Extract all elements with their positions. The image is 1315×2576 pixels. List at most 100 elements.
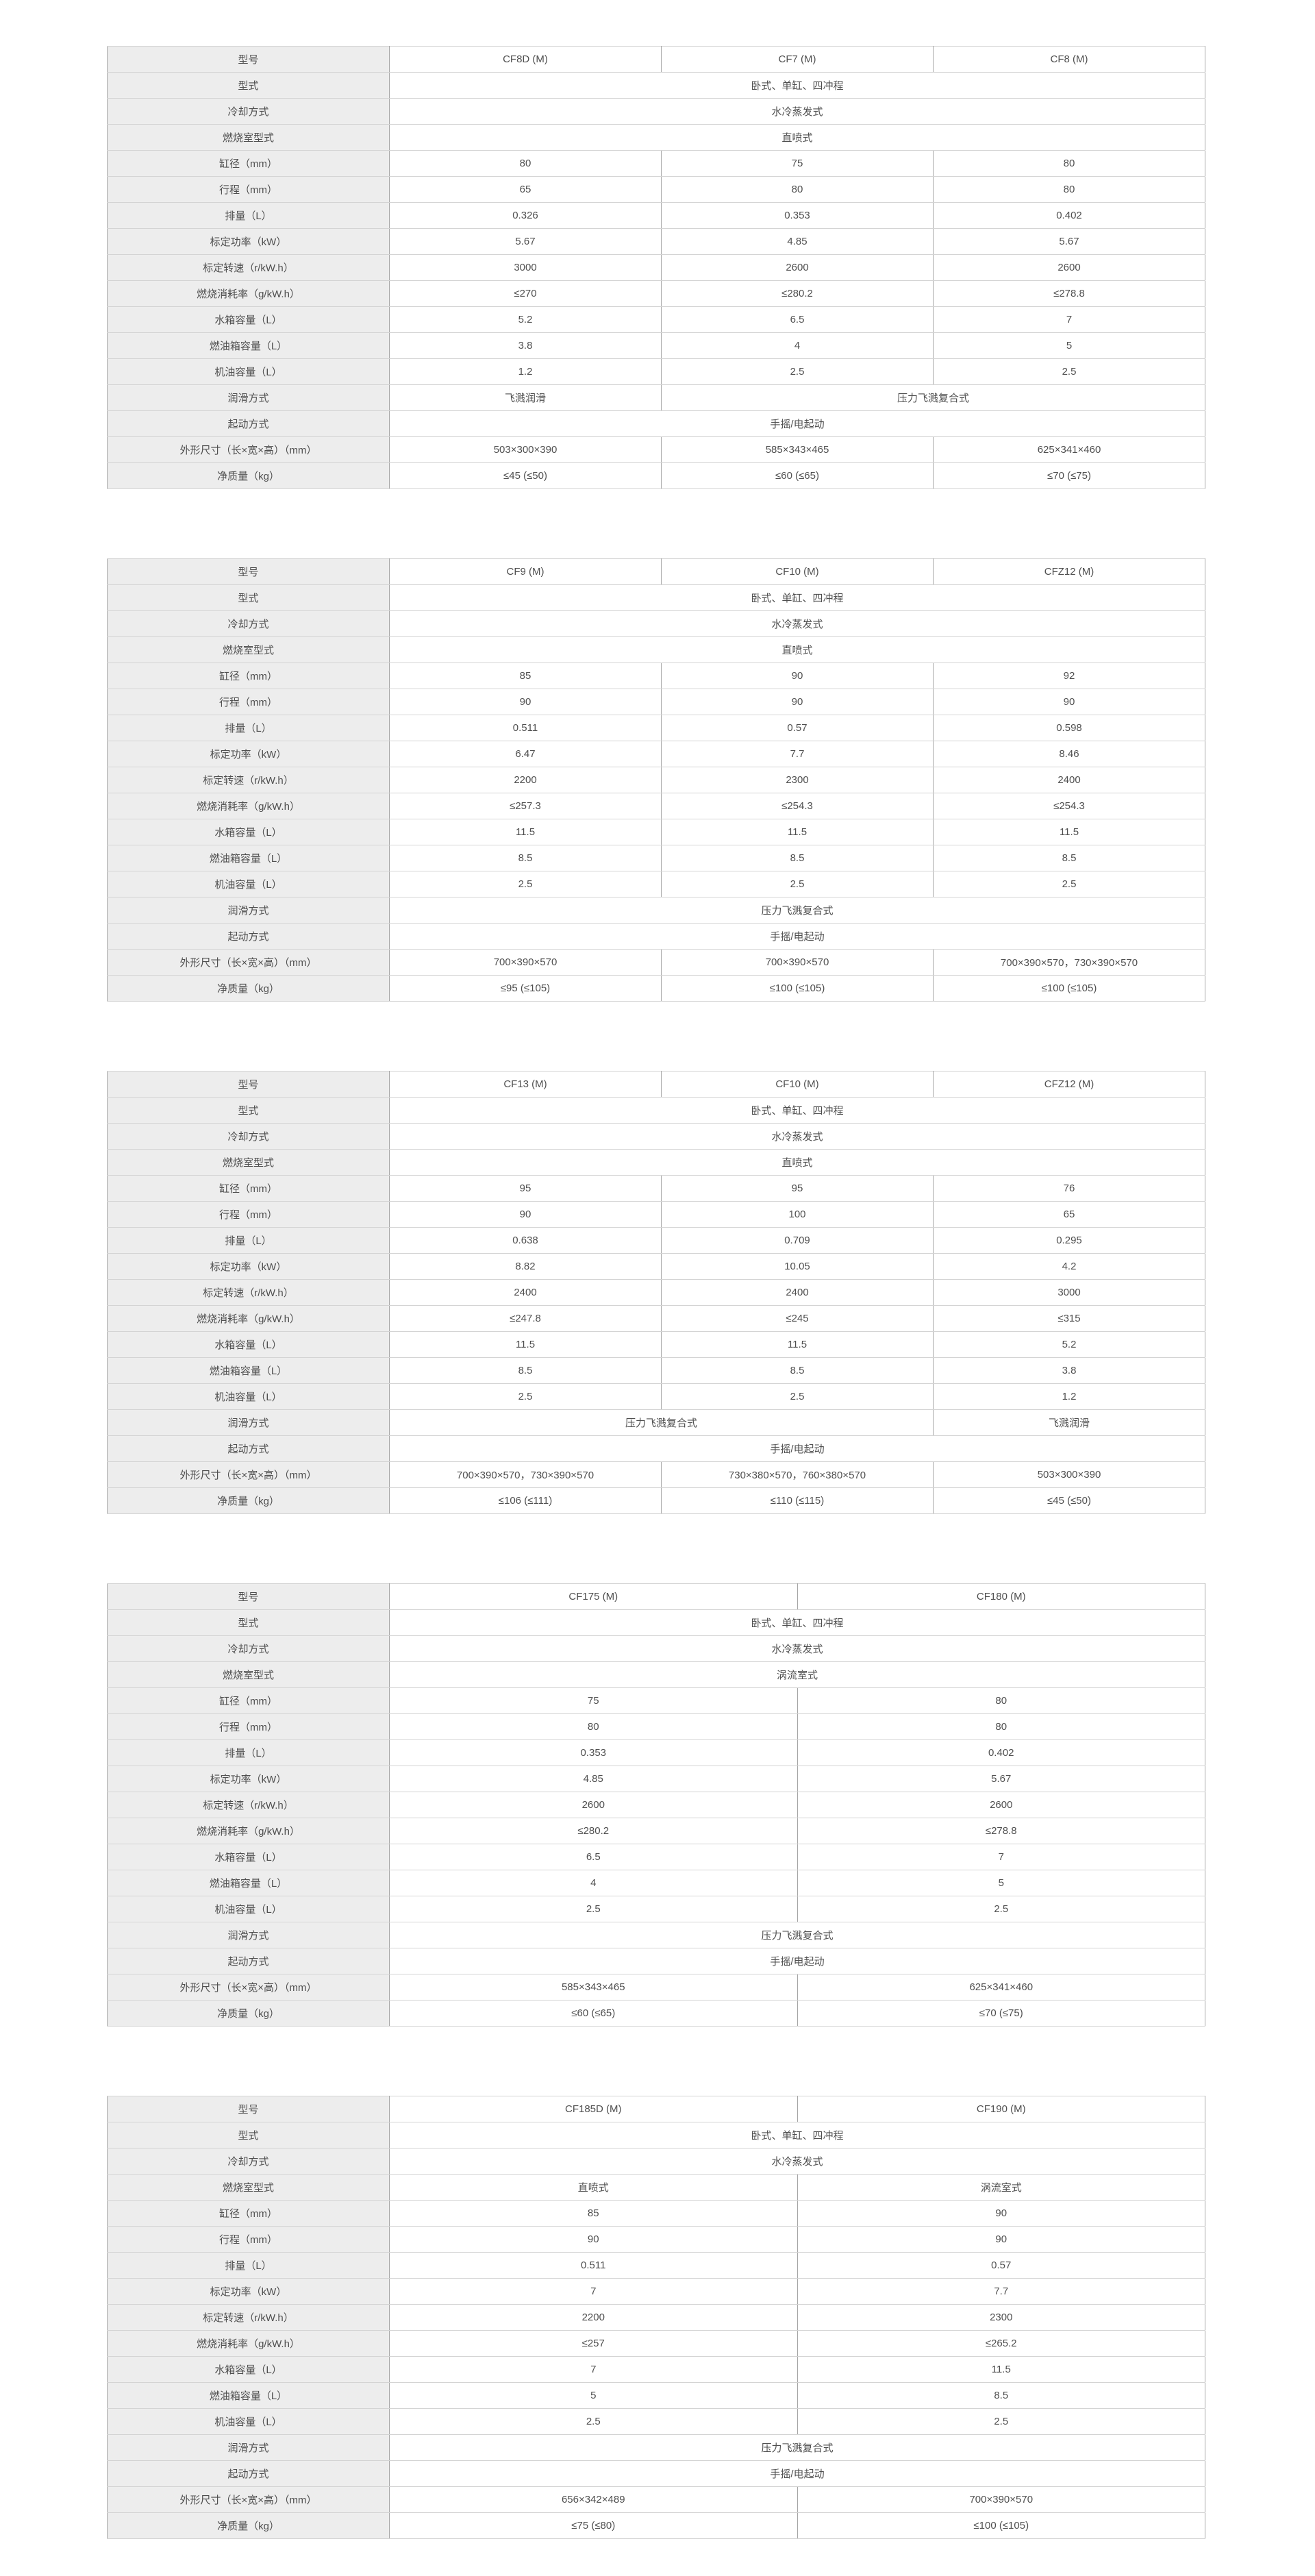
- spec-value: 730×380×570，760×380×570: [661, 1461, 934, 1488]
- spec-value: 80: [797, 1687, 1205, 1714]
- spec-value: ≤280.2: [661, 280, 934, 307]
- spec-value: 4: [389, 1870, 798, 1896]
- spec-value: 直喷式: [389, 124, 1205, 151]
- spec-value: 700×390×570，730×390×570: [389, 1461, 662, 1488]
- table-row: 机油容量（L） 2.5 2.5: [107, 1896, 1205, 1922]
- spec-value: 65: [933, 1201, 1205, 1228]
- spec-value: ≤100 (≤105): [797, 2512, 1205, 2539]
- row-label: 外形尺寸（长×宽×高）（mm）: [107, 1974, 390, 2001]
- row-label: 型式: [107, 2122, 390, 2148]
- spec-value: 飞溅润滑: [389, 384, 662, 411]
- model-name: CF9 (M): [389, 558, 662, 585]
- spec-value: 7.7: [797, 2278, 1205, 2305]
- spec-value: 2.5: [933, 871, 1205, 897]
- table-row: 润滑方式 压力飞溅复合式 飞溅润滑: [107, 1409, 1205, 1436]
- row-label: 型式: [107, 584, 390, 611]
- row-label: 行程（mm）: [107, 1713, 390, 1740]
- model-name: CFZ12 (M): [933, 558, 1205, 585]
- row-label: 排量（L）: [107, 2252, 390, 2279]
- spec-value: 5.2: [933, 1331, 1205, 1358]
- spec-value: 水冷蒸发式: [389, 2148, 1205, 2175]
- table-row: 标定转速（r/kW.h） 2600 2600: [107, 1792, 1205, 1818]
- spec-value: 10.05: [661, 1253, 934, 1280]
- spec-value: ≤265.2: [797, 2330, 1205, 2357]
- table-row: 缸径（mm） 95 95 76: [107, 1175, 1205, 1202]
- spec-table-1: 型号 CF8D (M) CF7 (M) CF8 (M) 型式 卧式、单缸、四冲程 冷却方式水…: [107, 46, 1205, 489]
- row-label: 型号: [107, 46, 390, 73]
- row-label: 起动方式: [107, 2460, 390, 2487]
- table-row: 起动方式 手摇/电起动: [107, 1435, 1205, 1462]
- row-label: 标定转速（r/kW.h）: [107, 2304, 390, 2331]
- spec-value: 水冷蒸发式: [389, 98, 1205, 125]
- table-row: 水箱容量（L） 11.5 11.5 5.2: [107, 1331, 1205, 1358]
- spec-value: ≤45 (≤50): [389, 462, 662, 489]
- spec-value: ≤70 (≤75): [933, 462, 1205, 489]
- spec-value: ≤70 (≤75): [797, 2000, 1205, 2027]
- row-label: 起动方式: [107, 1948, 390, 1974]
- table-row: 外形尺寸（长×宽×高）（mm） 700×390×570，730×390×570 73…: [107, 1461, 1205, 1488]
- spec-value: 80: [797, 1713, 1205, 1740]
- table-row: 型式 卧式、单缸、四冲程: [107, 584, 1205, 611]
- spec-value: 95: [389, 1175, 662, 1202]
- table-row: 型号 CF13 (M) CF10 (M) CFZ12 (M): [107, 1071, 1205, 1098]
- table-row: 型式 卧式、单缸、四冲程: [107, 1097, 1205, 1124]
- row-label: 净质量（kg）: [107, 462, 390, 489]
- spec-value: 5.67: [389, 228, 662, 255]
- spec-value: 8.5: [389, 1357, 662, 1384]
- table-row: 润滑方式 压力飞溅复合式: [107, 897, 1205, 924]
- table-row: 润滑方式 压力飞溅复合式: [107, 2434, 1205, 2461]
- spec-value: 85: [389, 2200, 798, 2227]
- row-label: 燃烧室型式: [107, 2174, 390, 2201]
- table-row: 缸径（mm） 75 80: [107, 1687, 1205, 1714]
- spec-value: 11.5: [797, 2356, 1205, 2383]
- spec-value: 75: [661, 150, 934, 177]
- table-row: 润滑方式 压力飞溅复合式: [107, 1922, 1205, 1948]
- spec-value: ≤257.3: [389, 793, 662, 819]
- spec-value: 2.5: [661, 358, 934, 385]
- spec-value: 卧式、单缸、四冲程: [389, 2122, 1205, 2148]
- row-label: 标定转速（r/kW.h）: [107, 1792, 390, 1818]
- row-label: 润滑方式: [107, 1922, 390, 1948]
- spec-value: 直喷式: [389, 1149, 1205, 1176]
- table-row: 燃烧室型式 直喷式 涡流室式: [107, 2174, 1205, 2201]
- spec-value: 0.402: [797, 1739, 1205, 1766]
- row-label: 燃烧消耗率（g/kW.h）: [107, 793, 390, 819]
- model-name: CF13 (M): [389, 1071, 662, 1098]
- spec-value: 700×390×570: [797, 2486, 1205, 2513]
- row-label: 型号: [107, 558, 390, 585]
- spec-value: 手摇/电起动: [389, 2460, 1205, 2487]
- spec-value: 585×343×465: [661, 436, 934, 463]
- row-label: 起动方式: [107, 410, 390, 437]
- row-label: 标定功率（kW）: [107, 2278, 390, 2305]
- spec-value: 压力飞溅复合式: [661, 384, 1205, 411]
- row-label: 标定功率（kW）: [107, 741, 390, 767]
- model-name: CF10 (M): [661, 1071, 934, 1098]
- row-label: 型号: [107, 2096, 390, 2122]
- spec-value: 1.2: [933, 1383, 1205, 1410]
- spec-value: 2600: [933, 254, 1205, 281]
- table-row: 外形尺寸（长×宽×高）（mm） 656×342×489 700×390×570: [107, 2486, 1205, 2513]
- table-row: 水箱容量（L） 11.5 11.5 11.5: [107, 819, 1205, 845]
- row-label: 型式: [107, 1609, 390, 1636]
- table-row: 燃油箱容量（L） 8.5 8.5 3.8: [107, 1357, 1205, 1384]
- table-row: 机油容量（L） 2.5 2.5 2.5: [107, 871, 1205, 897]
- table-row: 标定转速（r/kW.h） 2400 2400 3000: [107, 1279, 1205, 1306]
- table-row: 燃烧消耗率（g/kW.h） ≤257 ≤265.2: [107, 2330, 1205, 2357]
- spec-value: 2.5: [797, 2408, 1205, 2435]
- spec-value: 85: [389, 662, 662, 689]
- spec-value: ≤280.2: [389, 1818, 798, 1844]
- row-label: 标定功率（kW）: [107, 228, 390, 255]
- spec-table-3: 型号 CF13 (M) CF10 (M) CFZ12 (M) 型式 卧式、单缸、四冲程 冷却…: [107, 1071, 1205, 1514]
- row-label: 行程（mm）: [107, 2226, 390, 2253]
- model-name: CFZ12 (M): [933, 1071, 1205, 1098]
- spec-value: 8.5: [661, 1357, 934, 1384]
- row-label: 燃烧室型式: [107, 124, 390, 151]
- row-label: 标定转速（r/kW.h）: [107, 1279, 390, 1306]
- spec-value: 0.295: [933, 1227, 1205, 1254]
- row-label: 燃烧消耗率（g/kW.h）: [107, 2330, 390, 2357]
- spec-value: 6.5: [661, 306, 934, 333]
- row-label: 缸径（mm）: [107, 1687, 390, 1714]
- row-label: 水箱容量（L）: [107, 1844, 390, 1870]
- spec-value: 直喷式: [389, 636, 1205, 663]
- spec-value: 0.57: [797, 2252, 1205, 2279]
